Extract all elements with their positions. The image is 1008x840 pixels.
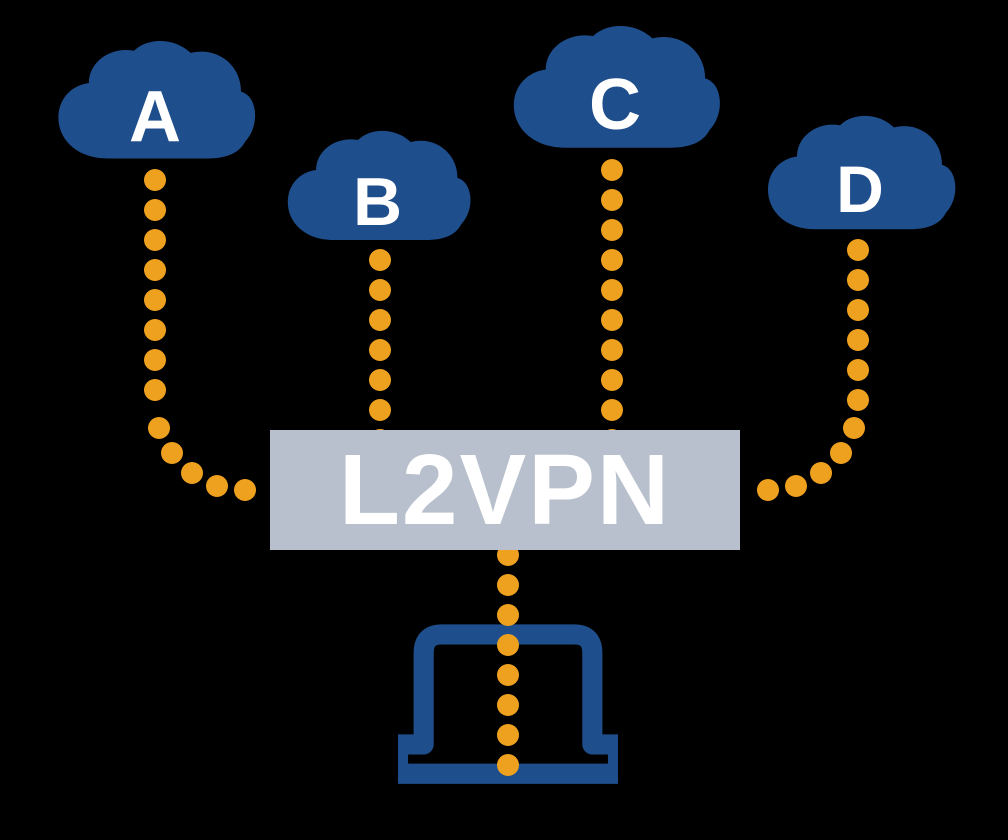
cloud-a: A [50, 40, 260, 180]
cloud-c: C [505, 25, 725, 170]
diagram-canvas: L2VPN A B C D [0, 0, 1008, 840]
cloud-c-label: C [589, 64, 641, 146]
cloud-a-label: A [129, 76, 181, 158]
clouds-layer: A B C D [0, 0, 1008, 840]
cloud-d-label: D [836, 151, 884, 227]
cloud-b: B [280, 130, 475, 260]
cloud-d: D [760, 115, 960, 250]
cloud-b-label: B [353, 163, 402, 241]
